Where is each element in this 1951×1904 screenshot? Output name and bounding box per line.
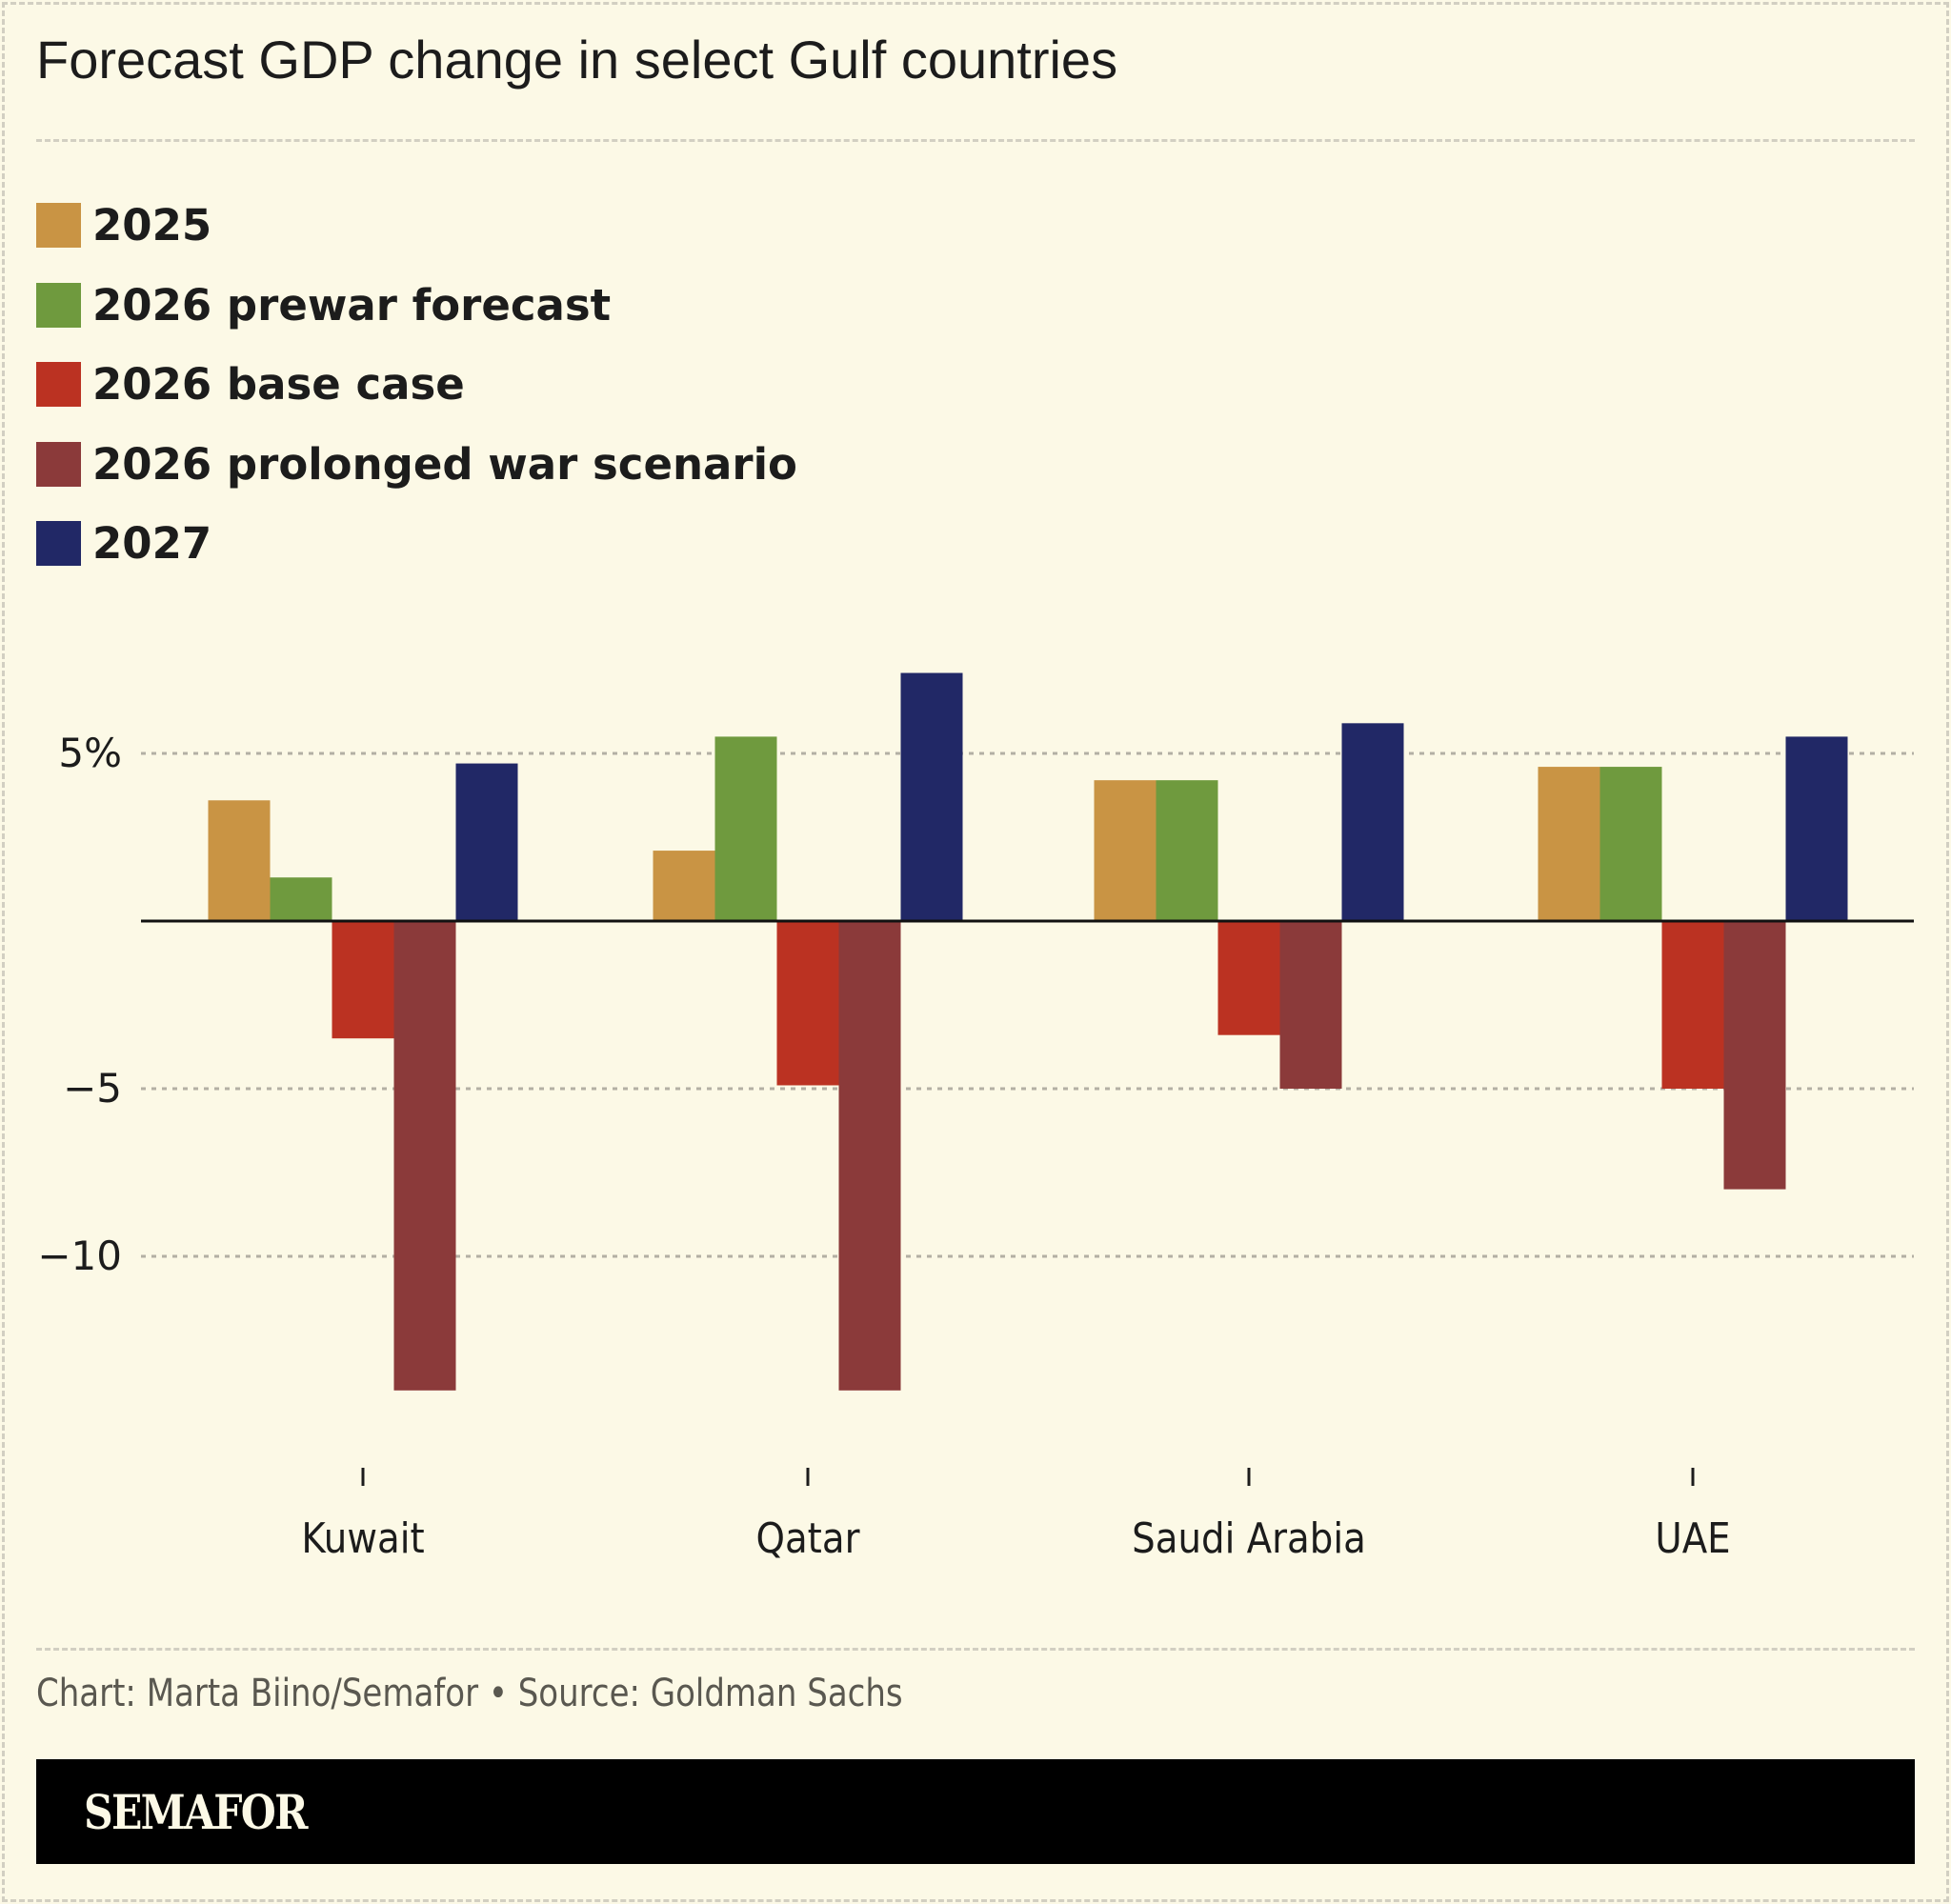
chart-title: Forecast GDP change in select Gulf count… xyxy=(36,30,1118,90)
legend-item: 2026 prolonged war scenario xyxy=(36,425,797,505)
brand-logo: SEMAFOR xyxy=(84,1784,308,1840)
legend-swatch xyxy=(36,362,81,408)
x-tick-label: UAE xyxy=(1655,1514,1730,1563)
bar xyxy=(1156,780,1218,921)
bar xyxy=(1217,921,1280,1035)
brand-bar: SEMAFOR xyxy=(36,1759,1915,1864)
legend-swatch xyxy=(36,441,81,487)
legend-label: 2026 prewar forecast xyxy=(92,279,612,331)
bar xyxy=(1094,780,1157,921)
bar xyxy=(332,921,394,1039)
bar xyxy=(393,921,456,1391)
legend-item: 2026 prewar forecast xyxy=(36,266,797,346)
bar xyxy=(714,736,777,921)
bar xyxy=(1279,921,1342,1089)
bar xyxy=(776,921,839,1086)
bar xyxy=(1661,921,1724,1089)
bar xyxy=(653,851,715,921)
legend-item: 2025 xyxy=(36,186,797,266)
bar xyxy=(455,763,518,921)
x-tick-label: Kuwait xyxy=(301,1514,424,1563)
y-tick-label: 5% xyxy=(58,730,122,776)
bar xyxy=(838,921,901,1391)
legend-swatch xyxy=(36,282,81,328)
x-tick-label: Qatar xyxy=(755,1514,860,1563)
legend-swatch xyxy=(36,203,81,249)
divider xyxy=(36,139,1915,142)
divider xyxy=(36,1648,1915,1651)
legend-item: 2026 base case xyxy=(36,345,797,425)
y-tick-label: −5 xyxy=(63,1065,122,1112)
legend-label: 2026 base case xyxy=(92,359,465,411)
bar xyxy=(208,800,271,921)
legend: 2025 2026 prewar forecast 2026 base case 20… xyxy=(36,186,797,584)
legend-item: 2027 xyxy=(36,504,797,584)
credit-line: Chart: Marta Biino/Semafor • Source: Gol… xyxy=(36,1672,903,1715)
bar xyxy=(1538,767,1600,921)
legend-label: 2026 prolonged war scenario xyxy=(92,438,797,490)
bar xyxy=(270,877,332,921)
legend-label: 2025 xyxy=(92,200,212,251)
legend-label: 2027 xyxy=(92,518,212,570)
bar xyxy=(1599,767,1662,921)
bar xyxy=(1723,921,1786,1190)
y-tick-label: −10 xyxy=(37,1233,122,1279)
bar xyxy=(1785,736,1848,921)
bar xyxy=(1341,723,1404,921)
x-tick-label: Saudi Arabia xyxy=(1132,1514,1366,1563)
bar xyxy=(900,672,963,921)
legend-swatch xyxy=(36,521,81,567)
